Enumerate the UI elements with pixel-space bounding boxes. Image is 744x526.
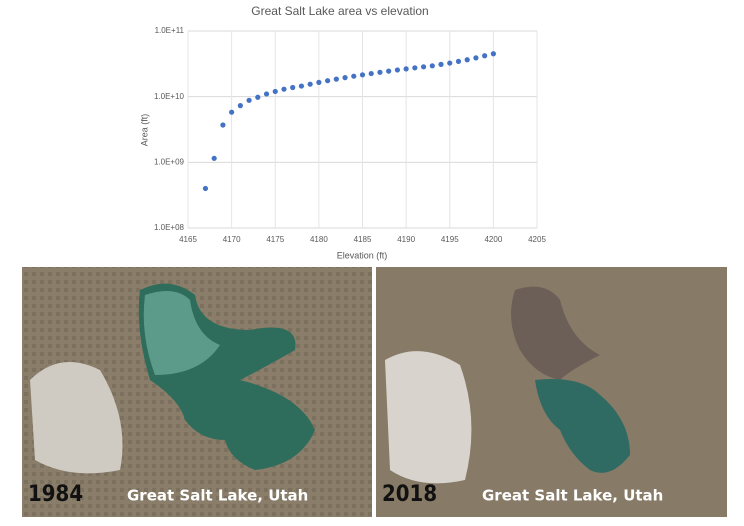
photo-caption: Great Salt Lake, Utah	[127, 487, 308, 505]
data-point	[290, 84, 296, 91]
x-axis-label: Elevation (ft)	[337, 250, 388, 260]
data-point	[490, 51, 496, 57]
data-point	[307, 81, 313, 87]
data-point	[473, 55, 479, 61]
data-point	[429, 63, 435, 69]
x-tick-label: 4185	[354, 235, 372, 244]
x-tick-label: 4175	[266, 235, 284, 244]
data-point	[403, 66, 409, 72]
photo-year: 2018	[382, 482, 437, 507]
data-point	[464, 57, 470, 63]
data-point	[325, 78, 331, 84]
data-point	[351, 73, 357, 79]
data-point	[298, 83, 305, 89]
data-point	[377, 69, 383, 75]
photo-year: 1984	[28, 482, 83, 507]
data-point	[255, 94, 261, 100]
y-tick-label: 1.0E+09	[154, 157, 185, 166]
data-point	[394, 67, 400, 73]
photo-1984	[22, 267, 372, 517]
data-point	[333, 76, 339, 82]
photo-2018	[376, 267, 727, 517]
x-tick-label: 4190	[397, 235, 415, 244]
data-point	[281, 86, 287, 92]
data-point	[386, 68, 392, 74]
data-point	[237, 103, 243, 109]
data-point	[359, 72, 366, 78]
y-tick-label: 1.0E+11	[155, 26, 185, 35]
data-point	[420, 64, 427, 70]
data-point	[438, 61, 444, 68]
data-point	[412, 65, 418, 71]
data-point	[246, 97, 252, 103]
x-tick-label: 4165	[179, 235, 197, 244]
data-point	[368, 70, 374, 77]
x-tick-label: 4180	[310, 235, 328, 244]
photo-caption: Great Salt Lake, Utah	[482, 487, 663, 505]
y-axis-label: Area (ft)	[139, 114, 149, 147]
data-point	[211, 155, 217, 161]
x-tick-label: 4205	[528, 235, 546, 244]
data-point	[220, 122, 226, 128]
data-point	[229, 109, 235, 115]
data-point	[342, 75, 348, 81]
data-point	[447, 60, 453, 66]
y-tick-label: 1.0E+08	[154, 223, 185, 232]
data-point	[455, 58, 462, 64]
data-point	[263, 91, 270, 97]
data-point	[202, 185, 209, 192]
x-tick-label: 4200	[484, 235, 502, 244]
data-point	[272, 88, 278, 95]
chart-title: Great Salt Lake area vs elevation	[251, 4, 428, 18]
data-point	[482, 53, 488, 59]
data-point	[316, 79, 322, 85]
y-tick-label: 1.0E+10	[154, 92, 185, 101]
x-tick-label: 4195	[441, 235, 459, 244]
x-tick-label: 4170	[223, 235, 241, 244]
